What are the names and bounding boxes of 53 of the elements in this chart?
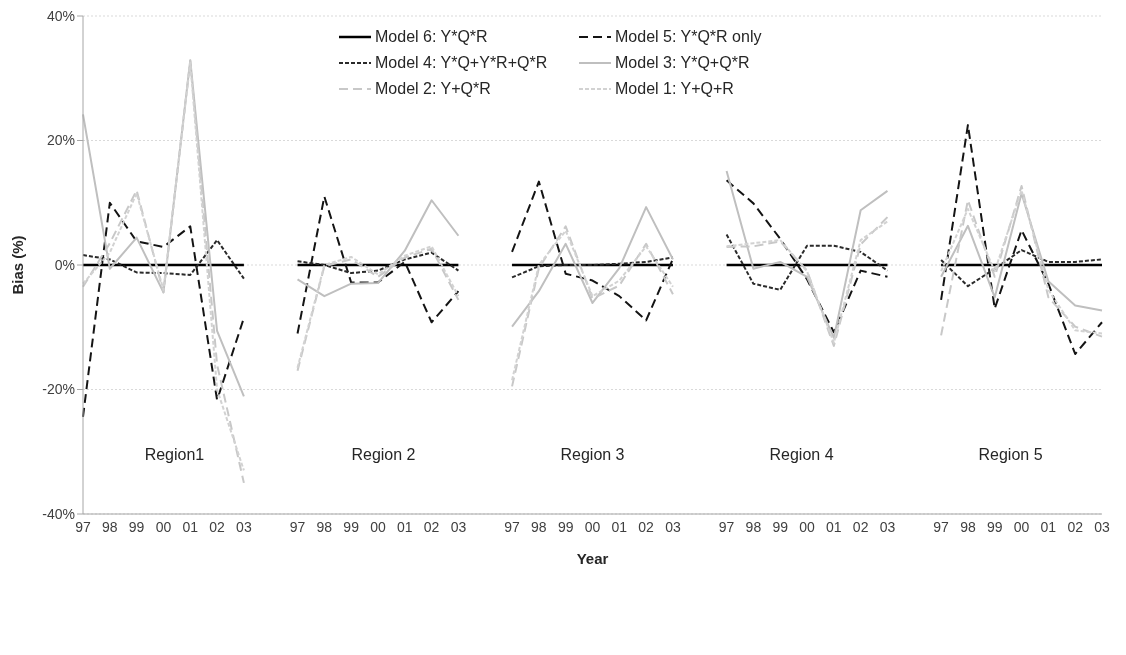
legend-label: Model 4: Y*Q+Y*R+Q*R bbox=[375, 54, 548, 72]
x-tick-label: 97 bbox=[289, 518, 306, 535]
x-tick-label: 03 bbox=[879, 518, 896, 535]
x-tick-label: 02 bbox=[1067, 518, 1084, 535]
x-tick-label: 98 bbox=[960, 518, 976, 535]
x-tick-label: 99 bbox=[986, 518, 1003, 535]
x-tick-label: 01 bbox=[826, 518, 842, 535]
x-tick-label: 01 bbox=[611, 518, 628, 535]
x-tick-label: 97 bbox=[718, 518, 735, 535]
y-axis-title: Bias (%) bbox=[9, 235, 27, 295]
x-tick-label: 03 bbox=[665, 518, 681, 535]
legend-label: Model 3: Y*Q+Q*R bbox=[615, 54, 750, 72]
x-tick-label: 02 bbox=[423, 518, 440, 535]
x-tick-label: 03 bbox=[236, 518, 252, 535]
x-tick-label: 99 bbox=[557, 518, 574, 535]
annotation: Region 4 bbox=[768, 446, 835, 464]
annotation: Region 2 bbox=[350, 446, 417, 464]
x-tick-label: 99 bbox=[128, 518, 145, 535]
x-tick-label: 00 bbox=[370, 518, 386, 535]
x-tick-label: 99 bbox=[343, 518, 360, 535]
legend-label: Model 2: Y+Q*R bbox=[375, 80, 491, 98]
x-tick-label: 97 bbox=[504, 518, 521, 535]
annotation: Region 5 bbox=[977, 446, 1044, 464]
legend-label: Model 1: Y+Q+R bbox=[615, 80, 734, 98]
x-tick-label: 02 bbox=[852, 518, 869, 535]
annotation: Region1 bbox=[143, 446, 206, 464]
x-tick-label: 00 bbox=[155, 518, 172, 535]
y-tick-label: -20% bbox=[42, 381, 75, 398]
y-tick-label: 40% bbox=[46, 7, 75, 24]
x-tick-label: 97 bbox=[75, 518, 91, 535]
x-tick-label: 02 bbox=[638, 518, 655, 535]
x-tick-label: 01 bbox=[397, 518, 413, 535]
x-tick-label: 00 bbox=[1013, 518, 1030, 535]
x-tick-label: 00 bbox=[584, 518, 601, 535]
x-tick-label: 98 bbox=[745, 518, 762, 535]
x-tick-label: 01 bbox=[182, 518, 199, 535]
x-tick-label: 03 bbox=[450, 518, 467, 535]
annotation: Region 3 bbox=[559, 446, 626, 464]
x-tick-label: 01 bbox=[1040, 518, 1057, 535]
x-tick-label: 99 bbox=[772, 518, 789, 535]
x-tick-label: 98 bbox=[316, 518, 333, 535]
legend-label: Model 5: Y*Q*R only bbox=[615, 28, 762, 46]
legend-label: Model 6: Y*Q*R bbox=[375, 28, 488, 46]
x-tick-label: 98 bbox=[102, 518, 118, 535]
x-axis-title: Year bbox=[576, 550, 609, 567]
y-tick-label: -40% bbox=[42, 505, 75, 522]
x-tick-label: 00 bbox=[799, 518, 816, 535]
x-tick-label: 97 bbox=[933, 518, 950, 535]
y-tick-label: 20% bbox=[46, 132, 75, 149]
x-tick-label: 98 bbox=[531, 518, 547, 535]
x-tick-label: 03 bbox=[1094, 518, 1110, 535]
x-tick-label: 02 bbox=[209, 518, 226, 535]
y-tick-label: 0% bbox=[54, 256, 75, 273]
